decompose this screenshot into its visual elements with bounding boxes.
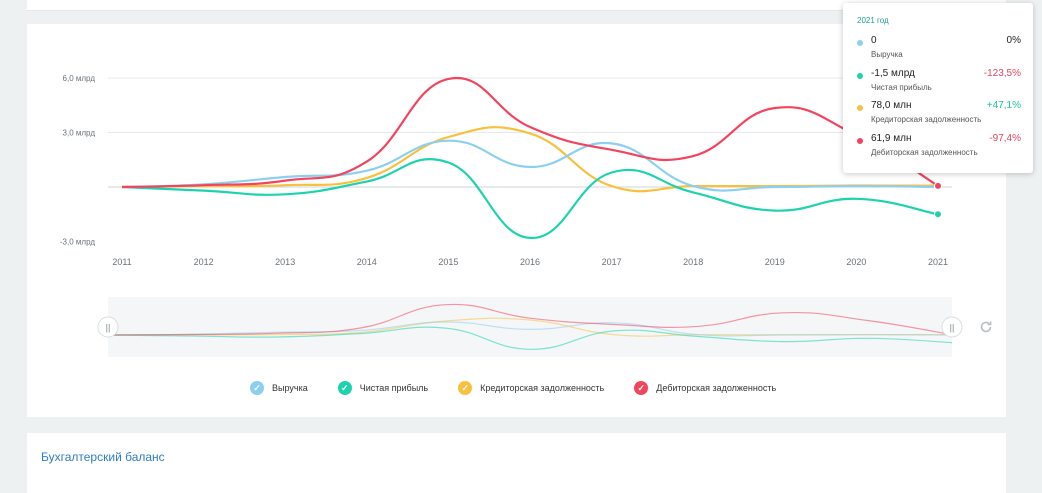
navigator-series-1 bbox=[107, 326, 953, 350]
legend-label: Выручка bbox=[272, 383, 308, 393]
legend-item-2[interactable]: ✓ Кредиторская задолженность bbox=[458, 381, 604, 395]
legend-item-0[interactable]: ✓ Выручка bbox=[250, 381, 308, 395]
tooltip-marker bbox=[857, 72, 863, 79]
tooltip-row: 78,0 млн +47,1% Кредиторская задолженность bbox=[857, 99, 1021, 127]
navigator-series-0 bbox=[107, 321, 953, 337]
x-tick-label: 2020 bbox=[846, 257, 866, 267]
legend-label: Дебиторская задолженность bbox=[656, 383, 777, 393]
x-tick-label: 2013 bbox=[275, 257, 295, 267]
x-tick-label: 2016 bbox=[520, 257, 540, 267]
navigator-track[interactable] bbox=[108, 297, 952, 357]
series-line-3[interactable] bbox=[121, 76, 939, 189]
tooltip-marker bbox=[857, 137, 863, 144]
line-chart: 6,0 млрд 3,0 млрд -3,0 млрд 2011 2012 2013 20… bbox=[60, 74, 963, 357]
y-tick-label: -3,0 млрд bbox=[60, 238, 95, 247]
series-point-3[interactable] bbox=[934, 181, 942, 190]
svg-text:||: || bbox=[950, 323, 955, 333]
x-tick-label: 2011 bbox=[112, 257, 131, 267]
x-tick-label: 2021 bbox=[928, 257, 948, 267]
y-tick-label: 3,0 млрд bbox=[63, 129, 96, 138]
tooltip-change: +47,1% bbox=[986, 100, 1021, 111]
tooltip-value: 0 bbox=[871, 35, 877, 46]
navigator-right-handle[interactable]: || bbox=[941, 316, 963, 338]
tooltip-label: Выручка bbox=[871, 50, 903, 59]
reset-zoom-icon[interactable] bbox=[977, 318, 995, 336]
tooltip-change: -123,5% bbox=[983, 67, 1021, 79]
tooltip-label: Дебиторская задолженность bbox=[871, 147, 978, 157]
tooltip-label: Чистая прибыль bbox=[871, 82, 932, 92]
series-point-1[interactable] bbox=[934, 210, 942, 219]
previous-card bbox=[27, 0, 1006, 11]
tooltip-change: 0% bbox=[1006, 35, 1021, 46]
tooltip-row: -1,5 млрд -123,5% Чистая прибыль bbox=[857, 67, 1021, 95]
series-line-0[interactable] bbox=[121, 139, 939, 192]
tooltip-change: -97,4% bbox=[989, 132, 1021, 144]
svg-text:||: || bbox=[106, 323, 111, 333]
chart-tooltip: 2021 год 0 0% Выручка -1,5 млрд -123,5% Чиста… bbox=[843, 3, 1033, 173]
tooltip-marker bbox=[857, 105, 863, 111]
tooltip-value: -1,5 млрд bbox=[871, 67, 915, 79]
legend-label: Кредиторская задолженность bbox=[480, 383, 605, 393]
y-tick-label: 6,0 млрд bbox=[63, 74, 96, 83]
series-line-1[interactable] bbox=[121, 157, 939, 240]
tooltip-year: 2021 год bbox=[857, 16, 889, 25]
x-tick-label: 2017 bbox=[602, 257, 622, 267]
tooltip-value: 78,0 млн bbox=[871, 100, 912, 111]
chart-legend: ✓ Выручка ✓ Чистая прибыль ✓ Кредиторская зад… bbox=[250, 378, 806, 398]
tooltip-marker bbox=[857, 40, 863, 46]
x-tick-label: 2019 bbox=[765, 257, 785, 267]
tooltip-value: 61,9 млн bbox=[871, 132, 912, 144]
balance-card: Бухгалтерский баланс bbox=[27, 433, 1006, 493]
check-icon: ✓ bbox=[458, 381, 473, 395]
navigator-series-3 bbox=[107, 303, 953, 336]
check-icon: ✓ bbox=[634, 381, 649, 395]
tooltip-row: 61,9 млн -97,4% Дебиторская задолженность bbox=[857, 132, 1021, 160]
legend-item-3[interactable]: ✓ Дебиторская задолженность bbox=[634, 381, 776, 395]
legend-item-1[interactable]: ✓ Чистая прибыль bbox=[337, 381, 429, 395]
check-icon: ✓ bbox=[337, 381, 352, 395]
tooltip-label: Кредиторская задолженность bbox=[871, 115, 982, 124]
legend-label: Чистая прибыль bbox=[359, 383, 429, 393]
x-tick-label: 2014 bbox=[357, 257, 377, 267]
x-tick-label: 2012 bbox=[194, 257, 214, 267]
x-tick-label: 2018 bbox=[683, 257, 703, 267]
x-tick-label: 2015 bbox=[438, 257, 458, 267]
tooltip-row: 0 0% Выручка bbox=[857, 34, 1021, 62]
check-icon: ✓ bbox=[250, 381, 264, 395]
balance-title[interactable]: Бухгалтерский баланс bbox=[41, 450, 165, 464]
navigator-left-handle[interactable]: || bbox=[97, 316, 119, 338]
